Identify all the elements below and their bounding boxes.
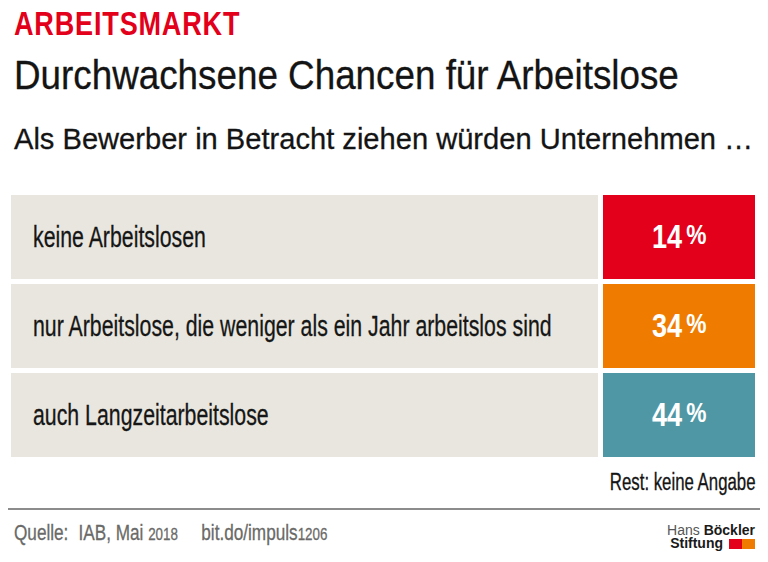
source-link[interactable]: bit.do/impuls1206 bbox=[201, 520, 327, 545]
value-unit: % bbox=[686, 397, 706, 428]
logo-red-square bbox=[729, 539, 742, 549]
footer-divider bbox=[8, 508, 760, 510]
kicker: ARBEITSMARKT bbox=[14, 5, 290, 43]
source-text: IAB, Mai 2018 bbox=[79, 520, 178, 545]
value-unit: % bbox=[686, 219, 706, 250]
logo-orange-square bbox=[742, 539, 755, 549]
row-label: nur Arbeitslose, die weniger als ein Jah… bbox=[11, 284, 598, 368]
source-line: Quelle: IAB, Mai 2018 bit.do/impuls1206 bbox=[14, 520, 416, 546]
row-label: keine Arbeitslosen bbox=[11, 195, 598, 279]
value-box: 14% bbox=[603, 195, 755, 279]
page-subtitle: Als Bewerber in Betracht ziehen würden U… bbox=[14, 122, 768, 156]
source-label: Quelle: bbox=[14, 520, 68, 545]
value-number: 34 bbox=[652, 307, 682, 344]
value-number: 44 bbox=[652, 396, 682, 433]
value-unit: % bbox=[686, 308, 706, 339]
chart-rows: keine Arbeitslosen14%nur Arbeitslose, di… bbox=[11, 195, 755, 462]
logo-stiftung: Stiftung bbox=[670, 535, 723, 551]
value-box: 34% bbox=[603, 284, 755, 368]
value-box: 44% bbox=[603, 373, 755, 457]
row-label: auch Langzeitarbeitslose bbox=[11, 373, 598, 457]
chart-row: keine Arbeitslosen14% bbox=[11, 195, 755, 279]
chart-note: Rest: keine Angabe bbox=[556, 469, 755, 496]
value-number: 14 bbox=[652, 218, 682, 255]
page-title: Durchwachsene Chancen für Arbeitslose bbox=[14, 53, 737, 98]
hans-boeckler-stiftung-logo: Hans Böckler Stiftung bbox=[667, 524, 755, 550]
chart-row: auch Langzeitarbeitslose44% bbox=[11, 373, 755, 457]
chart-row: nur Arbeitslose, die weniger als ein Jah… bbox=[11, 284, 755, 368]
